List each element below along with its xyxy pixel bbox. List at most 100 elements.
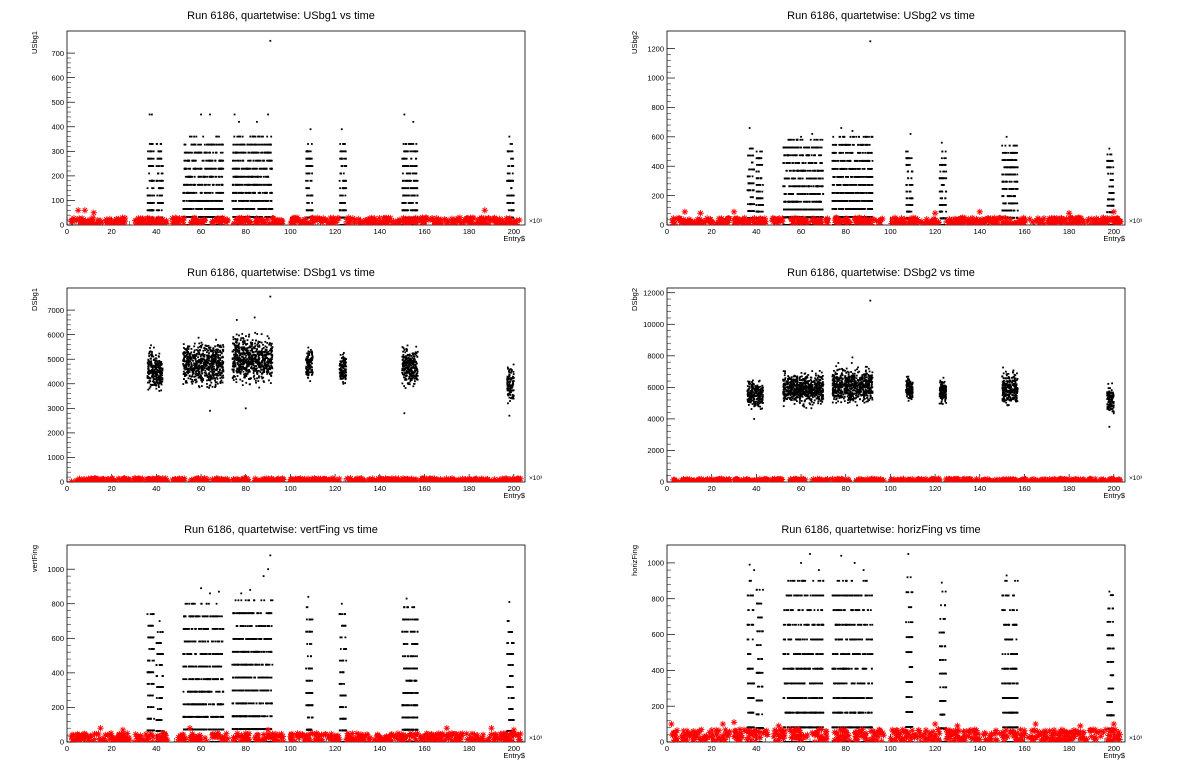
y-axis-label: USbg1	[30, 31, 39, 54]
data-point	[187, 167, 190, 170]
data-point	[1007, 216, 1009, 219]
data-point	[221, 175, 224, 178]
data-point	[194, 199, 196, 202]
data-point	[1004, 180, 1007, 183]
data-point	[838, 135, 841, 138]
data-point	[194, 143, 197, 146]
data-point	[201, 159, 204, 162]
data-point	[310, 157, 312, 160]
data-point	[241, 151, 244, 154]
data-point	[194, 199, 197, 202]
data-point	[1111, 159, 1114, 162]
data-point	[252, 175, 255, 178]
data-point	[812, 224, 815, 225]
data-point-star	[87, 220, 95, 225]
data-point	[752, 154, 755, 157]
data-point	[800, 154, 802, 157]
data-point	[259, 208, 262, 210]
data-point-star	[511, 218, 518, 225]
data-point-star	[86, 218, 94, 225]
data-point	[412, 194, 415, 197]
data-point-star	[180, 214, 188, 222]
data-point-star	[481, 207, 488, 214]
data-point	[846, 151, 849, 154]
data-point	[758, 197, 761, 200]
data-point	[409, 187, 412, 190]
data-point	[269, 216, 272, 218]
data-point	[258, 167, 261, 170]
data-point	[148, 143, 151, 145]
data-point	[188, 159, 191, 162]
data-point-star	[83, 219, 91, 225]
data-point	[158, 150, 161, 153]
data-point	[1108, 185, 1111, 188]
chart-title: Run 6186, quartetwise: USbg2 vs time	[787, 10, 975, 22]
data-point-star	[466, 216, 474, 223]
data-point	[408, 194, 410, 197]
data-point	[785, 169, 788, 172]
data-point	[190, 208, 193, 210]
data-point	[831, 143, 834, 146]
data-point	[1005, 135, 1008, 138]
data-point	[865, 143, 868, 146]
x-tick-label: 120	[329, 227, 342, 236]
data-point-star	[142, 221, 149, 225]
data-point	[233, 191, 236, 194]
data-point	[256, 167, 258, 170]
data-point	[218, 199, 221, 202]
data-point	[218, 167, 221, 170]
data-point	[403, 187, 406, 190]
data-point	[796, 193, 799, 195]
data-point	[215, 143, 218, 146]
data-point	[257, 208, 260, 210]
data-point	[407, 143, 410, 145]
data-point-star	[97, 219, 104, 225]
data-point	[869, 192, 872, 194]
data-point	[1009, 216, 1012, 219]
data-point	[342, 216, 345, 219]
data-point	[255, 183, 258, 186]
data-point	[508, 165, 511, 167]
data-point	[241, 167, 244, 170]
data-point	[863, 159, 866, 162]
data-point	[797, 208, 800, 211]
data-point	[760, 204, 763, 206]
data-point	[235, 167, 237, 170]
data-point	[339, 157, 341, 160]
data-point	[1111, 192, 1114, 194]
x-tick-label: 100	[884, 227, 897, 236]
data-point	[851, 143, 854, 146]
data-point	[215, 208, 217, 210]
data-point	[404, 179, 407, 182]
data-point	[256, 159, 259, 162]
data-point	[870, 167, 872, 170]
data-point-star	[121, 217, 129, 225]
data-point	[249, 216, 251, 218]
data-point	[861, 151, 864, 154]
data-point-star	[503, 215, 510, 222]
data-point-star	[244, 218, 251, 225]
data-point	[940, 217, 942, 220]
data-point	[236, 183, 239, 186]
data-point	[868, 184, 871, 186]
data-point	[846, 184, 849, 186]
data-point	[404, 150, 407, 153]
data-point	[822, 193, 825, 195]
data-point-star	[383, 217, 391, 224]
data-point	[756, 197, 759, 200]
data-point	[755, 204, 758, 206]
data-point	[1107, 159, 1110, 162]
data-point	[1112, 166, 1115, 169]
data-point	[250, 151, 253, 154]
data-point	[150, 165, 152, 167]
data-point	[259, 199, 262, 202]
data-point	[747, 175, 750, 178]
data-point	[1012, 151, 1015, 154]
data-point	[1003, 209, 1006, 212]
data-point	[245, 191, 247, 194]
data-point	[409, 150, 412, 153]
data-point	[783, 200, 786, 203]
data-point	[789, 154, 792, 157]
data-point	[840, 176, 843, 178]
data-point	[868, 176, 871, 178]
